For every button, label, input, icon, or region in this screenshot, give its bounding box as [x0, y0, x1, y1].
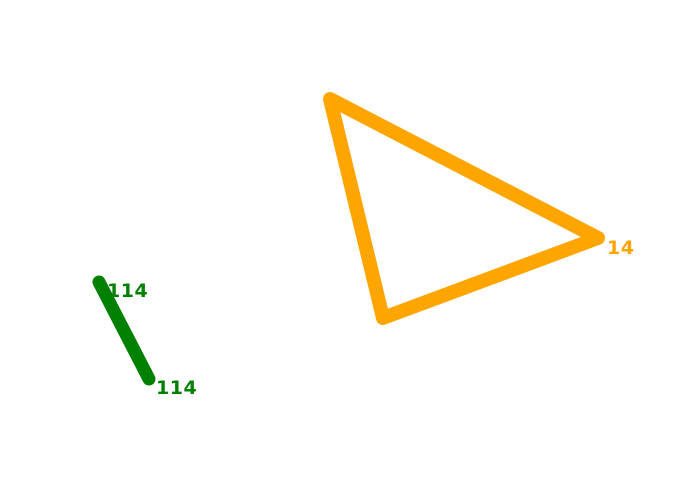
green-segment [92, 275, 156, 386]
triangle-vertex-label: 14 [607, 237, 634, 259]
segment-end-label: 114 [156, 377, 197, 399]
orange-triangle [323, 92, 605, 325]
segment-start-label: 114 [107, 280, 148, 302]
